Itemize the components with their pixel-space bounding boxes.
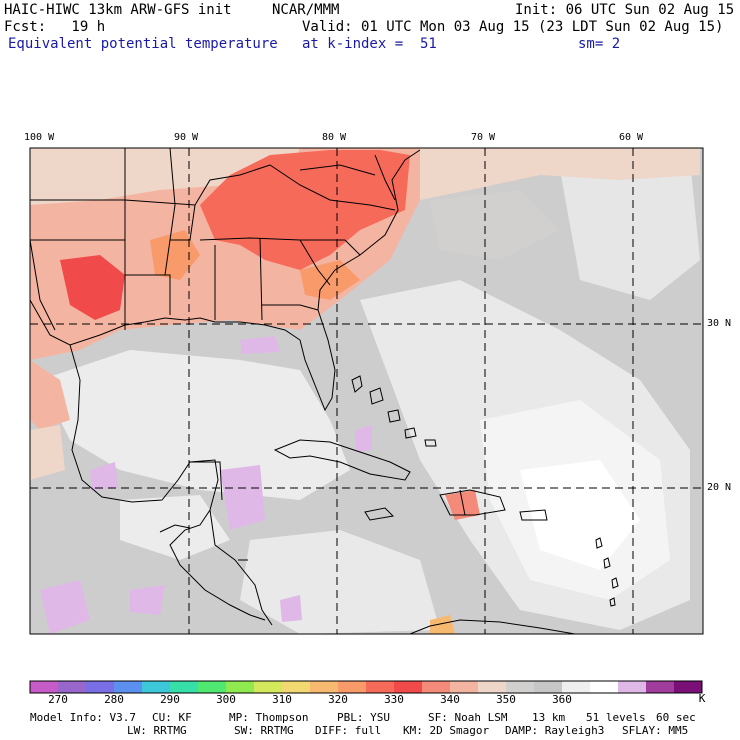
lon-label-80w: 80 W [322,132,347,143]
lat-label-20n: 20 N [707,482,732,493]
colorbar-tick-label: 280 [104,693,124,706]
colorbar-swatch [422,681,451,693]
colorbar-swatch [58,681,87,693]
colorbar-swatch [254,681,283,693]
footer-model-info: Model Info: V3.7 [30,711,136,724]
colorbar-tick-label: 330 [384,693,404,706]
footer-cumulus: CU: KF [152,711,192,724]
colorbar-swatch [310,681,339,693]
colorbar-tick-label: 270 [48,693,68,706]
colorbar-swatch [170,681,199,693]
colorbar-tick-label: 340 [440,693,460,706]
footer-longwave: LW: RRTMG [127,724,187,737]
colorbar-swatch [226,681,255,693]
colorbar-tick-label: 300 [216,693,236,706]
colorbar-swatch [142,681,171,693]
map-field [30,148,703,634]
footer-shortwave: SW: RRTMG [234,724,294,737]
colorbar-swatch [562,681,591,693]
colorbar-swatch [590,681,619,693]
level-info: at k-index = 51 [302,36,437,52]
footer-microphysics: MP: Thompson [229,711,309,724]
colorbar-tick-label: 320 [328,693,348,706]
footer-levels: 51 levels [586,711,646,724]
colorbar-swatch [646,681,675,693]
model-title: HAIC-HIWC 13km ARW-GFS init [4,2,232,18]
footer-pbl: PBL: YSU [337,711,390,724]
map-frame [29,147,704,635]
lon-label-70w: 70 W [471,132,496,143]
lat-lon-grid [30,148,703,634]
coastlines [30,148,619,634]
colorbar-tick-label: 350 [496,693,516,706]
lon-label-100w: 100 W [24,132,55,143]
colorbar-frame [29,680,703,694]
colorbar-swatch [282,681,311,693]
lat-label-30n: 30 N [707,318,732,329]
colorbar-tick-label: 290 [160,693,180,706]
colorbar-swatch [30,681,59,693]
forecast-hour: Fcst: 19 h [4,19,106,35]
colorbar-swatch [618,681,647,693]
colorbar-swatch [394,681,423,693]
smoothing-info: sm= 2 [578,36,621,52]
footer-resolution: 13 km [532,711,566,724]
lon-label-90w: 90 W [174,132,199,143]
colorbar [29,680,703,694]
footer-surface: SF: Noah LSM [428,711,508,724]
colorbar-swatch [506,681,535,693]
colorbar-tick-label: 310 [272,693,292,706]
colorbar-swatch [534,681,563,693]
footer-diffusion: DIFF: full [315,724,382,737]
lon-label-60w: 60 W [619,132,644,143]
valid-time: Valid: 01 UTC Mon 03 Aug 15 (23 LDT Sun … [302,19,724,35]
colorbar-swatch [478,681,507,693]
colorbar-unit: K [698,692,706,705]
footer-km: KM: 2D Smagor [403,724,490,737]
field-name: Equivalent potential temperature [8,36,278,52]
colorbar-swatch [450,681,479,693]
colorbar-swatch [674,681,703,693]
colorbar-swatch [86,681,115,693]
init-time: Init: 06 UTC Sun 02 Aug 15 [515,2,735,18]
organization: NCAR/MMM [272,2,340,18]
colorbar-tick-label: 360 [552,693,572,706]
footer-damping: DAMP: Rayleigh3 [505,724,605,737]
footer-timestep: 60 sec [656,711,696,724]
colorbar-swatch [366,681,395,693]
colorbar-swatch [198,681,227,693]
footer-surface-layer: SFLAY: MM5 [622,724,689,737]
colorbar-swatch [338,681,367,693]
colorbar-swatch [114,681,143,693]
